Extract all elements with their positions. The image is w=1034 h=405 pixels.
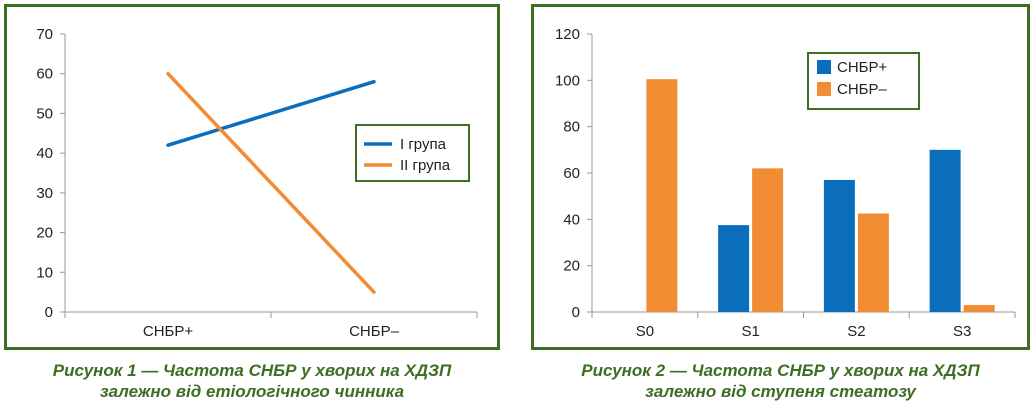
x-tick-label: S3 <box>953 323 971 340</box>
caption-line: Рисунок 2 — Частота СНБР у хворих на ХДЗ… <box>581 361 980 380</box>
legend-label: I група <box>400 136 447 153</box>
y-tick-label: 0 <box>45 304 53 321</box>
figure-caption-1: Рисунок 1 — Частота СНБР у хворих на ХДЗ… <box>4 360 500 402</box>
x-tick-label: СНБР+ <box>143 323 194 340</box>
legend-label: СНБР+ <box>837 59 888 76</box>
series-line <box>166 71 376 294</box>
bar <box>929 149 961 312</box>
legend-swatch <box>817 60 831 74</box>
y-tick-label: 40 <box>36 145 53 162</box>
bar <box>718 225 750 312</box>
x-tick-label: S0 <box>636 323 654 340</box>
y-tick-label: 20 <box>563 258 580 275</box>
y-tick-label: 100 <box>555 72 580 89</box>
y-tick-label: 80 <box>563 119 580 136</box>
bar <box>857 213 889 312</box>
y-tick-label: 20 <box>36 225 53 242</box>
bar <box>823 179 855 312</box>
bar <box>752 168 784 312</box>
chart-frame-1: 0 10 20 30 40 50 60 70 СНБР+ СНБР– I група II група <box>4 4 500 350</box>
legend: СНБР+ СНБР– <box>807 52 920 110</box>
caption-line: Рисунок 1 — Частота СНБР у хворих на ХДЗ… <box>52 361 452 380</box>
caption-line: залежно від ступеня стеатозу <box>645 382 916 401</box>
line-chart: 0 10 20 30 40 50 60 70 СНБР+ СНБР– I група II група <box>36 26 478 340</box>
legend-label: II група <box>400 157 451 174</box>
bar-chart: 0 20 40 60 80 100 120 S0 S1 S2 S3 СНБР+ СНБР– <box>555 26 1016 340</box>
y-tick-label: 60 <box>563 165 580 182</box>
y-tick-label: 60 <box>36 66 53 83</box>
legend-label: СНБР– <box>837 81 888 98</box>
bar <box>963 305 995 312</box>
y-tick-label: 0 <box>572 304 580 321</box>
legend: I група II група <box>355 124 470 182</box>
y-tick-label: 40 <box>563 211 580 228</box>
legend-box <box>355 124 470 182</box>
y-tick-label: 30 <box>36 185 53 202</box>
y-tick-label: 120 <box>555 26 580 43</box>
chart-frame-2: 0 20 40 60 80 100 120 S0 S1 S2 S3 СНБР+ СНБР– <box>531 4 1030 350</box>
x-tick-label: СНБР– <box>349 323 400 340</box>
y-tick-label: 70 <box>36 26 53 43</box>
caption-line: залежно від етіологічного чинника <box>99 382 405 401</box>
x-tick-label: S2 <box>847 323 865 340</box>
series-line <box>166 79 376 147</box>
bar <box>646 79 678 312</box>
y-tick-label: 10 <box>36 264 53 281</box>
y-tick-label: 50 <box>36 105 53 122</box>
x-tick-label: S1 <box>741 323 759 340</box>
legend-swatch <box>817 82 831 96</box>
figure-caption-2: Рисунок 2 — Частота СНБР у хворих на ХДЗ… <box>531 360 1030 402</box>
